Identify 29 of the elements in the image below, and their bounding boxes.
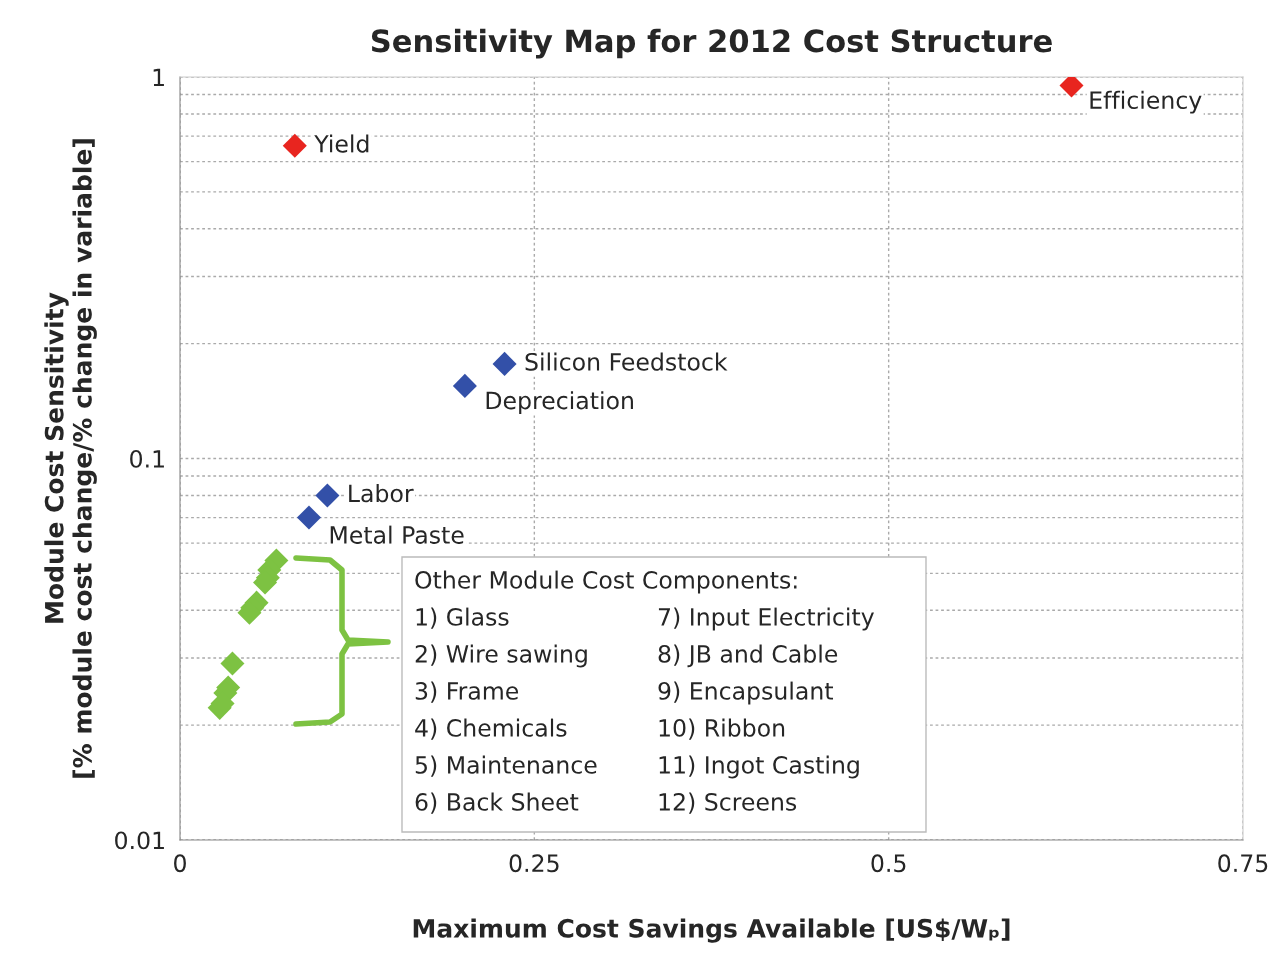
annotation: 7) Input Electricity: [658, 607, 874, 631]
annotation: 6) Back Sheet: [415, 792, 579, 814]
annotation: 11) Ingot Casting: [659, 755, 859, 779]
annotation: 5) Maintenance: [415, 755, 597, 777]
x-tick-label: 0.25: [509, 854, 559, 873]
annotation: 12) Screens: [659, 792, 797, 814]
annotation: Metal Paste: [330, 525, 464, 544]
annotation: 1) Glass: [416, 607, 509, 629]
x-axis-title: Maximum Cost Savings Available [US$/Wₚ]: [413, 918, 1010, 943]
x-tick-label: 0.5: [871, 854, 906, 873]
annotation: Labor: [349, 484, 414, 503]
y-tick-label: 0.1: [130, 449, 164, 468]
annotation: 8) JB and Cable: [658, 644, 838, 668]
annotation: 4) Chemicals: [415, 718, 567, 740]
y-tick-label: 0.01: [115, 831, 164, 850]
annotation: Efficiency: [1090, 90, 1202, 114]
annotation: 2) Wire sawing: [415, 644, 587, 668]
annotation: Other Module Cost Components:: [415, 570, 797, 594]
y-tick-label: 1: [153, 68, 164, 86]
annotation: 3) Frame: [415, 681, 519, 703]
annotation: Silicon Feedstock: [525, 352, 728, 371]
chart-title: Sensitivity Map for 2012 Cost Structure: [371, 28, 1052, 59]
annotation: Depreciation: [486, 391, 633, 414]
x-tick-label: 0: [174, 854, 186, 873]
annotation: 10) Ribbon: [659, 718, 785, 740]
annotation: 9) Encapsulant: [658, 681, 834, 705]
x-tick-label: 0.75: [1218, 854, 1268, 873]
y-axis-title: Module Cost Sensitivity [% module cost change/% change in variable]: [44, 139, 97, 778]
annotation: Yield: [314, 134, 369, 153]
